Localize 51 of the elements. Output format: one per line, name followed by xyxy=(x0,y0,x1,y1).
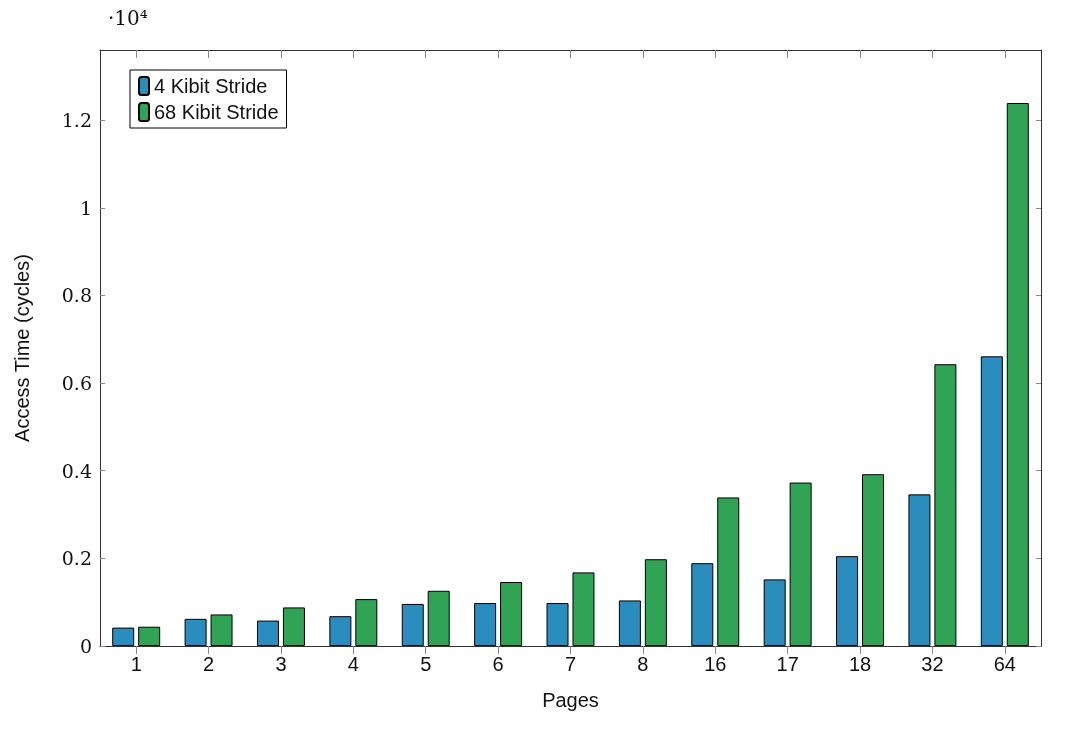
bar xyxy=(572,572,595,646)
bar xyxy=(401,603,424,646)
bar xyxy=(717,497,740,646)
x-tick-label: 64 xyxy=(993,653,1016,675)
y-tick-label: 0 xyxy=(79,635,92,657)
x-tick-label: 8 xyxy=(637,653,649,675)
y-tick-label: 0.2 xyxy=(61,547,92,570)
bar xyxy=(282,607,305,646)
y-tick-label: 1.2 xyxy=(61,109,92,132)
x-tick-label: 7 xyxy=(564,653,577,675)
bar xyxy=(618,600,641,646)
bar xyxy=(934,364,957,646)
bar xyxy=(184,618,207,646)
bar xyxy=(474,603,497,646)
bar xyxy=(210,614,233,646)
bar xyxy=(789,482,812,646)
bar xyxy=(836,556,859,646)
bar xyxy=(980,356,1003,646)
bar xyxy=(1006,103,1029,646)
bar xyxy=(355,599,378,646)
y-axis-title: Access Time (cycles) xyxy=(11,254,33,442)
legend-label: 4 Kibit Stride xyxy=(154,75,268,97)
bar xyxy=(862,474,885,646)
x-tick-label: 4 xyxy=(347,653,359,675)
y-tick-label: 0.8 xyxy=(61,284,92,307)
bar xyxy=(546,603,569,646)
bar xyxy=(256,620,279,646)
x-tick-label: 2 xyxy=(203,653,215,675)
x-tick-label: 3 xyxy=(275,653,287,675)
legend-label: 68 Kibit Stride xyxy=(154,101,279,123)
bar xyxy=(138,626,161,646)
x-tick-label: 6 xyxy=(492,653,504,675)
bar xyxy=(427,590,450,646)
bar xyxy=(763,579,786,646)
y-tick-label: 1 xyxy=(79,196,92,219)
bar xyxy=(644,559,667,646)
bar xyxy=(908,494,931,646)
x-tick-label: 1 xyxy=(130,653,142,675)
text: ·10⁴ xyxy=(108,6,148,30)
y-tick-label: 0.6 xyxy=(61,372,92,395)
bar xyxy=(500,582,523,646)
bar xyxy=(329,616,352,646)
x-axis-title: Pages xyxy=(542,689,599,711)
x-tick-label: 17 xyxy=(776,653,799,675)
bar xyxy=(691,563,714,646)
bar xyxy=(112,627,135,646)
x-tick-label: 18 xyxy=(848,653,872,675)
x-tick-label: 32 xyxy=(921,653,944,675)
x-tick-label: 16 xyxy=(704,653,727,675)
x-tick-label: 5 xyxy=(420,653,432,675)
y-tick-label: 0.4 xyxy=(61,459,92,482)
